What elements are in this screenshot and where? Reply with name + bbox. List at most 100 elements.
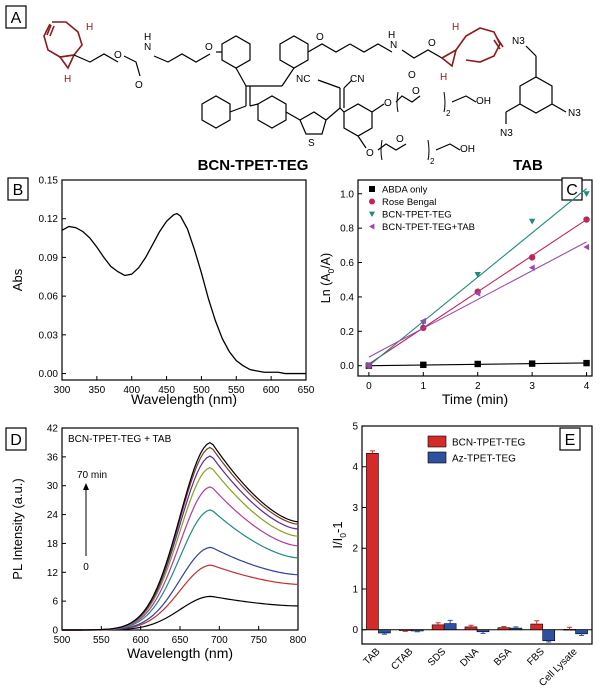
plot-frame	[357, 179, 593, 377]
y-tick-label: 36	[47, 452, 59, 463]
atom-o-label: O	[205, 42, 213, 53]
y-tick-label: 12	[47, 568, 59, 579]
y-axis-title-part: Ln (A	[319, 273, 333, 304]
y-tick-label: 4	[352, 462, 358, 473]
hydroxyl-label: OH	[460, 144, 475, 155]
data-point	[528, 264, 535, 271]
x-tick-label: 1	[421, 381, 427, 392]
y-tick-label: 0.4	[340, 292, 354, 303]
atom-o-label: O	[316, 32, 324, 43]
time-annotation-top: 70 min	[77, 470, 107, 481]
phenyl-ring	[343, 103, 373, 137]
pl-spectrum-curve	[61, 466, 299, 631]
x-tick-label: FBS	[525, 646, 547, 668]
data-point	[474, 290, 481, 297]
data-point	[369, 211, 375, 217]
bar	[476, 629, 490, 633]
panel-a-letter: A	[11, 10, 22, 27]
y-tick-label: 2	[352, 544, 358, 555]
y-axis-title: Abs	[10, 268, 25, 291]
data-point	[420, 317, 426, 325]
data-point	[528, 254, 536, 261]
x-tick-label: TAB	[362, 646, 383, 667]
bcn-group-right	[440, 27, 504, 68]
data-point	[474, 360, 481, 368]
y-tick-label: 42	[47, 424, 59, 435]
bar	[563, 629, 576, 631]
y-tick-label: 0.0	[340, 361, 354, 372]
y-tick-label: 18	[47, 539, 59, 550]
panel-b-absorbance: B 300 350 400 450 500 550 600 650 0.00 0.03 0.06 0.0…	[7, 176, 315, 407]
bond	[357, 135, 367, 149]
x-tick-label: 700	[211, 635, 228, 646]
bcn-group-left	[43, 21, 83, 70]
atom-h-label: H	[452, 22, 459, 33]
pl-spectrum-curve	[61, 509, 299, 631]
phenyl-ring	[201, 95, 231, 129]
panel-letter: D	[10, 432, 22, 449]
y-axis-title-part: I/I	[330, 538, 345, 549]
y-tick-label: 0.06	[39, 292, 59, 303]
atom-o-label: O	[408, 70, 416, 81]
legend-label: BCN-TPET-TEG	[452, 438, 526, 449]
atom-h-label: H	[64, 74, 71, 85]
linker-chain	[73, 53, 119, 63]
data-point	[369, 198, 375, 205]
x-tick-label: 350	[89, 385, 106, 396]
y-tick-label: 0.12	[39, 214, 59, 225]
x-tick-label: 800	[290, 635, 307, 646]
repeat-subscript: 2	[430, 157, 435, 166]
y-axis-title-part: -1	[330, 521, 345, 533]
x-tick-label: 500	[193, 385, 210, 396]
y-tick-label: 3	[352, 503, 358, 514]
bar	[509, 627, 523, 631]
cyano-label: NC	[296, 74, 310, 85]
y-axis-title: PL Intensity (a.u.)	[10, 478, 25, 579]
legend-label: ABDA only	[382, 185, 428, 196]
azide-label: N3	[500, 128, 513, 139]
x-tick-label: 2	[475, 381, 481, 392]
x-tick-label: 3	[529, 381, 535, 392]
y-tick-label: 0.15	[39, 176, 59, 187]
bar	[431, 624, 445, 631]
x-tick-label: CTAB	[389, 646, 415, 672]
y-tick-label: 24	[47, 510, 59, 521]
plot-frame	[61, 427, 299, 631]
x-tick-label: 0	[366, 381, 372, 392]
atom-h-label: H	[440, 72, 447, 83]
x-tick-label: 400	[123, 385, 140, 396]
data-point	[365, 362, 372, 369]
atom-n-label: N	[390, 40, 397, 51]
bond	[285, 111, 301, 121]
time-arrow-head	[83, 483, 89, 490]
carbamate-bond	[123, 55, 141, 77]
legend-label: BCN-TPET-TEG+TAB	[382, 222, 475, 233]
tab-structure	[505, 45, 567, 124]
y-tick-label: 1	[352, 584, 358, 595]
time-annotation-bottom: 0	[83, 562, 89, 573]
atom-h-label: H	[144, 32, 151, 43]
x-tick-label: DNA	[458, 646, 481, 669]
pl-spectrum-curve	[61, 546, 299, 631]
panel-letter-box	[559, 427, 581, 451]
y-tick-label: 1.0	[340, 189, 354, 200]
atom-h-label: H	[388, 30, 395, 41]
x-tick-label: BSA	[492, 646, 514, 668]
panel-letter-box	[7, 177, 29, 201]
hydroxyl-label: OH	[476, 96, 491, 107]
y-tick-label: 0	[352, 625, 358, 636]
compound-name-tab: TAB	[513, 157, 543, 174]
y-tick-label: 6	[52, 597, 58, 608]
propyl-chain	[349, 43, 393, 53]
teg-chain	[395, 95, 421, 103]
data-point	[420, 361, 427, 369]
atom-o-label: O	[114, 50, 122, 61]
y-axis-title: I/I0-1	[330, 521, 348, 548]
bond	[339, 107, 345, 113]
pl-spectrum-curve	[61, 595, 299, 631]
y-tick-label: 0.03	[39, 330, 59, 341]
teg-chain	[451, 95, 477, 103]
y-tick-label: 0.6	[340, 258, 354, 269]
x-axis-title: Wavelength (nm)	[131, 391, 237, 407]
bond	[325, 107, 341, 121]
